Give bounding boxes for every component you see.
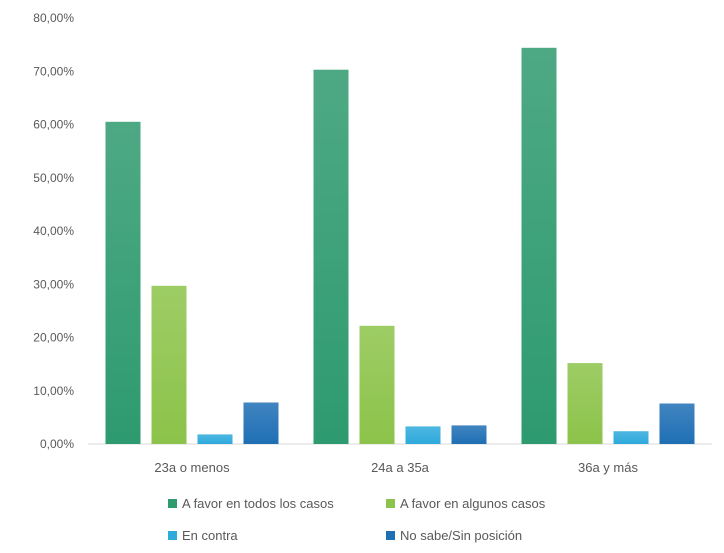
y-tick-label: 10,00% [33,384,74,398]
bars [105,47,695,445]
legend-swatch-2 [168,531,177,540]
legend: A favor en todos los casos A favor en al… [0,486,724,546]
bar-0-1 [151,285,187,444]
bar-2-1 [567,363,603,444]
y-tick-label: 70,00% [33,64,74,78]
bar-0-2 [197,434,233,444]
bar-2-3 [659,403,695,444]
x-axis-labels: 23a o menos 24a a 35a 36a y más [154,460,638,475]
y-tick-label: 20,00% [33,331,74,345]
bar-1-2 [405,426,441,444]
y-tick-label: 0,00% [40,437,74,451]
legend-item-3: No sabe/Sin posición [386,528,522,543]
bar-2-0 [521,47,557,445]
legend-swatch-1 [386,499,395,508]
y-tick-label: 80,00% [33,11,74,25]
y-tick-label: 60,00% [33,118,74,132]
bar-0-0 [105,121,141,445]
y-tick-label: 50,00% [33,171,74,185]
legend-item-0: A favor en todos los casos [168,496,334,511]
x-category-label: 23a o menos [154,460,230,475]
legend-label-2: En contra [182,528,238,543]
legend-swatch-0 [168,499,177,508]
bar-1-3 [451,425,487,444]
legend-swatch-3 [386,531,395,540]
y-tick-label: 30,00% [33,277,74,291]
y-axis-labels: 0,00% 10,00% 20,00% 30,00% 40,00% 50,00% 60,00… [33,11,74,451]
y-tick-label: 40,00% [33,224,74,238]
legend-label-0: A favor en todos los casos [182,496,334,511]
x-category-label: 24a a 35a [371,460,430,475]
bar-0-3 [243,402,279,444]
legend-label-3: No sabe/Sin posición [400,528,523,543]
legend-item-2: En contra [168,528,238,543]
bar-chart: 0,00% 10,00% 20,00% 30,00% 40,00% 50,00% 60,00… [33,11,712,475]
bar-2-2 [613,431,649,444]
bar-1-1 [359,325,395,444]
legend-label-1: A favor en algunos casos [400,496,546,511]
bar-1-0 [313,69,349,444]
legend-item-1: A favor en algunos casos [386,496,545,511]
x-category-label: 36a y más [578,460,638,475]
